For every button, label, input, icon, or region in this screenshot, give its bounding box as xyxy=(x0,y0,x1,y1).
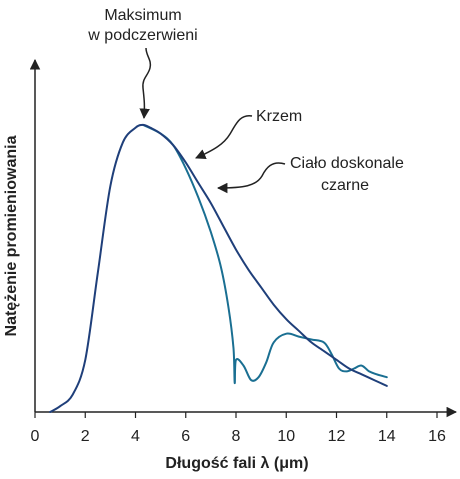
annotations: Maksimum w podczerwieni Krzem Ciało dosk… xyxy=(87,7,404,194)
silicon-curve xyxy=(142,123,388,385)
x-tick-label: 8 xyxy=(232,428,241,445)
annotation-maximum-line1: Maksimum xyxy=(104,7,181,24)
blackbody-curve xyxy=(49,123,388,413)
x-tick-label: 14 xyxy=(378,428,396,445)
annotation-blackbody-line1: Ciało doskonale xyxy=(290,155,404,172)
x-tick-label: 2 xyxy=(81,428,90,445)
x-tick-label: 10 xyxy=(277,428,295,445)
x-axis-label: Długość fali λ (μm) xyxy=(165,455,308,472)
axes xyxy=(29,58,458,418)
annotation-silicon-arrow xyxy=(195,115,253,159)
series-layer xyxy=(49,123,388,413)
annotation-maximum-arrow xyxy=(139,47,152,120)
annotation-maximum-line2: w podczerwieni xyxy=(87,27,197,44)
y-axis-label: Natężenie promieniowania xyxy=(3,135,20,336)
annotation-silicon-label: Krzem xyxy=(256,108,302,125)
x-tick-label: 12 xyxy=(328,428,346,445)
x-tick-label: 0 xyxy=(31,428,40,445)
x-tick-label: 6 xyxy=(181,428,190,445)
x-ticks: 0 2 4 6 8 10 12 14 16 xyxy=(31,412,446,445)
annotation-blackbody-line2: czarne xyxy=(321,177,369,194)
x-tick-label: 16 xyxy=(428,428,446,445)
annotation-blackbody-arrow xyxy=(216,162,286,194)
x-tick-label: 4 xyxy=(131,428,140,445)
